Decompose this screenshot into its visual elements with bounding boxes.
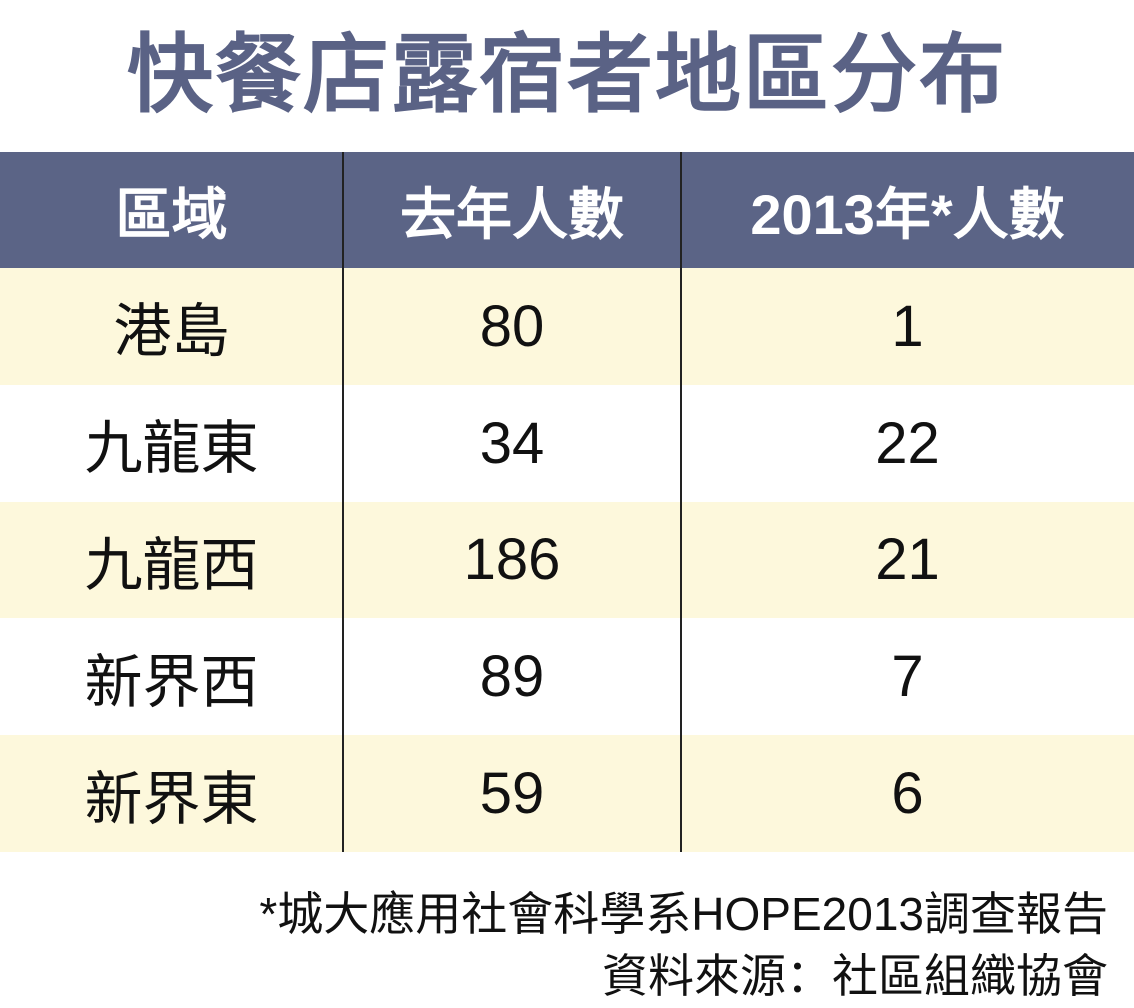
table-cell: 34 xyxy=(479,410,545,476)
header-cell: 2013年*人數 xyxy=(750,182,1065,246)
table: 區域 去年人數 2013年*人數港島 80 1 九龍東 34 22 九龍西 186 21 新界西 89 7… xyxy=(0,152,1134,852)
table-cell: 1 xyxy=(891,293,924,359)
footnote: *城大應用社會科學系HOPE2013調查報告 xyxy=(259,888,1108,940)
table-cell: 59 xyxy=(479,761,545,827)
table-row: 新界東 59 6 xyxy=(0,735,1134,852)
table-row: 九龍東 34 22 xyxy=(0,384,1134,502)
table-row: 港島 80 1 xyxy=(0,268,1134,385)
column-divider xyxy=(342,152,344,852)
table-cell: 7 xyxy=(891,644,924,710)
header-cell: 區域 xyxy=(115,182,228,246)
table-cell: 港島 xyxy=(113,299,230,365)
table-cell: 21 xyxy=(875,527,940,593)
column-divider xyxy=(680,152,682,852)
table-cell: 6 xyxy=(891,761,924,827)
table-row: 新界西 89 7 xyxy=(0,618,1134,736)
table-cell: 九龍西 xyxy=(84,532,259,598)
header-cell: 去年人數 xyxy=(400,182,624,246)
table-row: 九龍西 186 21 xyxy=(0,501,1134,619)
header-row: 區域 去年人數 2013年*人數 xyxy=(0,152,1134,268)
title: 快餐店露宿者地區分布 xyxy=(127,27,1007,123)
table-cell: 九龍東 xyxy=(84,416,259,482)
table-cell: 新界西 xyxy=(84,649,259,715)
source-note: 資料來源：社區組織協會 xyxy=(602,950,1108,1002)
table-cell: 186 xyxy=(463,527,561,593)
table-cell: 80 xyxy=(479,293,545,359)
table-cell: 89 xyxy=(479,644,545,710)
table-cell: 新界東 xyxy=(84,766,259,832)
table-cell: 22 xyxy=(875,410,940,476)
